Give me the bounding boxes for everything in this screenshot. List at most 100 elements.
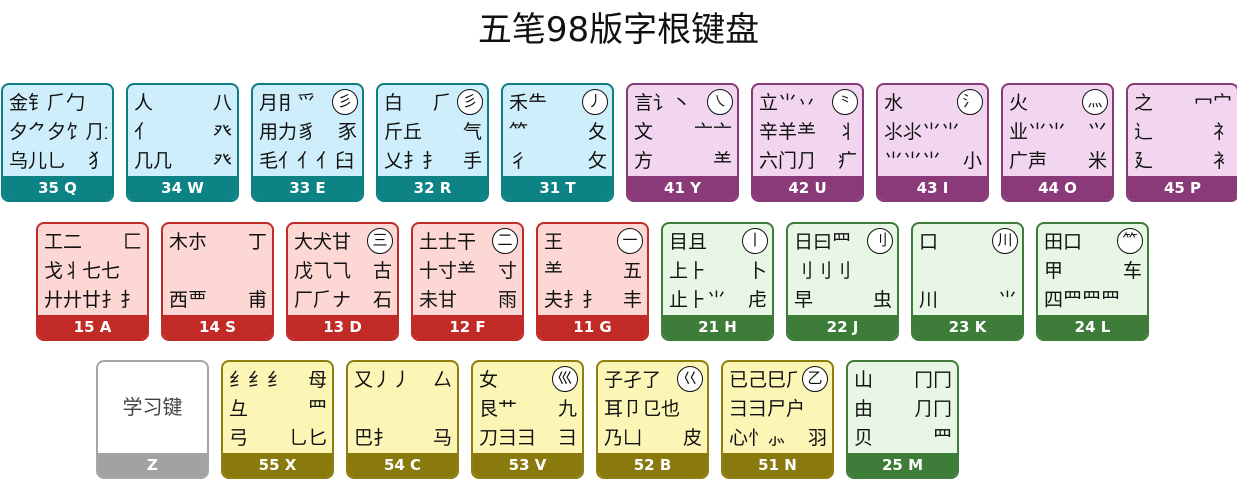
key-y[interactable]: 言讠丶文亠亠方⺷㇏ 41 Y bbox=[626, 83, 739, 202]
key-m[interactable]: 山冂冂由⺆冂贝⺫ 25 M bbox=[846, 360, 959, 479]
root-right: 母 bbox=[307, 369, 327, 391]
root-right: ⺌ bbox=[997, 289, 1017, 311]
root-line: 辛羊⺷丬 bbox=[759, 118, 857, 147]
key-c-roots: 又⼃⼃厶巴⺘ 马 bbox=[348, 362, 457, 453]
key-g[interactable]: 王⺷五夫⺘⺘丰一 11 G bbox=[536, 222, 649, 341]
key-u[interactable]: 立⺌丷 辛羊⺷丬六门⺆疒⺀ 42 U bbox=[751, 83, 864, 202]
root-line: 人八 bbox=[134, 89, 232, 118]
root-left: 甲 bbox=[1044, 260, 1064, 282]
key-i[interactable]: 水⺢⺢⺌⺌ ⺌⺌⺌小氵 43 I bbox=[876, 83, 989, 202]
key-code-label: 31 T bbox=[503, 176, 612, 200]
root-line: 刀⺕⺕彐 bbox=[479, 424, 577, 453]
key-b-roots: 子孑了 耳卩⺋也 乃凵 皮 bbox=[598, 362, 707, 453]
root-right: 癶 bbox=[212, 150, 232, 172]
root-line: ⺢⺢⺌⺌ bbox=[884, 118, 982, 147]
key-b[interactable]: 子孑了 耳卩⺋也 乃凵 皮 巜 52 B bbox=[596, 360, 709, 479]
root-left: 王 bbox=[544, 231, 564, 253]
root-line: 金钅⺁勹 bbox=[9, 89, 107, 118]
root-right: 五 bbox=[622, 260, 642, 282]
root-left: 禾⺧ bbox=[509, 92, 548, 114]
key-v[interactable]: 女艮⺾ 九刀⺕⺕彐 巛 53 V bbox=[471, 360, 584, 479]
key-k[interactable]: 口川⺌川 23 K bbox=[911, 222, 1024, 341]
root-right: 亠亠 bbox=[693, 121, 732, 143]
root-right: ⺫ bbox=[932, 427, 952, 449]
root-left: 廾廾廿⺘⺘ bbox=[44, 289, 140, 311]
stroke-mark-icon: 巜 bbox=[677, 366, 703, 392]
key-v-roots: 女艮⺾ 九刀⺕⺕彐 bbox=[473, 362, 582, 453]
key-t[interactable]: 禾⺧⺮夂彳攵丿 31 T bbox=[501, 83, 614, 202]
root-line: 业⺌⺌⺍ bbox=[1009, 118, 1107, 147]
key-code-label: 41 Y bbox=[628, 176, 737, 200]
root-right: ⺁ bbox=[432, 92, 452, 114]
root-left: 十寸⺷ bbox=[419, 260, 477, 282]
stroke-mark-icon: 灬 bbox=[1082, 89, 1108, 115]
root-line: 斤丘 气 bbox=[384, 118, 482, 147]
key-s-roots: 木朩 丁西覀 甫 bbox=[163, 224, 272, 315]
root-right: 皮 bbox=[682, 427, 702, 449]
root-line: 艮⺾ 九 bbox=[479, 395, 577, 424]
root-left: 火 bbox=[1009, 92, 1029, 114]
root-right: 丰 bbox=[622, 289, 642, 311]
root-left: 乌儿乚 bbox=[9, 150, 67, 172]
root-right: 米 bbox=[1087, 150, 1107, 172]
key-code-label: 34 W bbox=[128, 176, 237, 200]
root-line: 女 bbox=[479, 366, 577, 395]
root-left: 刂刂刂 bbox=[794, 260, 852, 282]
root-line: 乂扌⺘手 bbox=[384, 147, 482, 176]
root-right: 羽 bbox=[807, 427, 827, 449]
root-left: 辶 bbox=[1134, 121, 1154, 143]
key-w[interactable]: 人八亻癶几几癶 34 W bbox=[126, 83, 239, 202]
key-p[interactable]: 之冖宀辶礻廴衤 45 P bbox=[1126, 83, 1237, 202]
root-left: 大犬甘 bbox=[294, 231, 352, 253]
root-line: ⺷五 bbox=[544, 257, 642, 286]
root-left: ⺕⺕尸户 bbox=[729, 398, 806, 420]
key-h[interactable]: 目且 上⺊ 卜止⺊⺌虍 丨 21 H bbox=[661, 222, 774, 341]
key-c[interactable]: 又⼃⼃厶巴⺘ 马 54 C bbox=[346, 360, 459, 479]
key-code-label: 43 I bbox=[878, 176, 987, 200]
key-a[interactable]: 工⼆ 匚戈⺦七七 廾廾廿⺘⺘ 15 A bbox=[36, 222, 149, 341]
key-d[interactable]: 大犬甘 戊⺄⺄古厂⺁ナ石三 13 D bbox=[286, 222, 399, 341]
root-right: 虫 bbox=[872, 289, 892, 311]
root-left: 日曰⺫ bbox=[794, 231, 852, 253]
root-left: 戊⺄⺄ bbox=[294, 260, 352, 282]
key-z[interactable]: 学习键 Z bbox=[96, 360, 209, 479]
key-f[interactable]: 土士干 十寸⺷寸未甘 雨 二 12 F bbox=[411, 222, 524, 341]
root-right: 古 bbox=[372, 260, 392, 282]
key-code-label: 33 E bbox=[253, 176, 362, 200]
key-code-label: 13 D bbox=[288, 315, 397, 339]
key-s[interactable]: 木朩 丁西覀 甫 14 S bbox=[161, 222, 274, 341]
root-left: 子孑了 bbox=[604, 369, 662, 391]
root-line: 纟纟纟母 bbox=[229, 366, 327, 395]
key-l[interactable]: 田口甲车四⺫⺫⺫⺮ 24 L bbox=[1036, 222, 1149, 341]
key-r[interactable]: 白⺁斤丘气乂扌⺘手彡 32 R bbox=[376, 83, 489, 202]
root-line: 辶礻 bbox=[1134, 118, 1232, 147]
root-right: 手 bbox=[462, 150, 482, 172]
root-left: ⺌⺌⺌ bbox=[884, 150, 942, 172]
root-line bbox=[919, 257, 1017, 286]
key-j[interactable]: 日曰⺫ 刂刂刂早虫刂 22 J bbox=[786, 222, 899, 341]
root-line: 厂⺁ナ石 bbox=[294, 286, 392, 315]
root-left: 厂⺁ナ bbox=[294, 289, 352, 311]
root-line: 十寸⺷寸 bbox=[419, 257, 517, 286]
key-o[interactable]: 火业⺌⺌⺍广声 米 灬 44 O bbox=[1001, 83, 1114, 202]
root-line: 弓 ⺃匕 bbox=[229, 424, 327, 453]
key-q[interactable]: 金钅⺁勹夕⺈夕饣⺆鱼乌儿乚犭35 Q bbox=[1, 83, 114, 202]
root-line: 白⺁ bbox=[384, 89, 482, 118]
stroke-mark-icon: 乙 bbox=[802, 366, 828, 392]
root-line: 王 bbox=[544, 228, 642, 257]
key-e[interactable]: 月⺝⺤ 用力豸豕毛⺅⺅⺅臼彡 33 E bbox=[251, 83, 364, 202]
root-line: ⺮夂 bbox=[509, 118, 607, 147]
key-code-label: 54 C bbox=[348, 453, 457, 477]
key-code-label: 21 H bbox=[663, 315, 772, 339]
root-right: 九 bbox=[557, 398, 577, 420]
key-x[interactable]: 纟纟纟母彑⺫弓⺃匕 55 X bbox=[221, 360, 334, 479]
root-line: 止⺊⺌虍 bbox=[669, 286, 767, 315]
root-left: 夫⺘⺘ bbox=[544, 289, 602, 311]
root-line: 子孑了 bbox=[604, 366, 702, 395]
root-left: 巴⺘ bbox=[354, 427, 393, 449]
root-left: 白 bbox=[384, 92, 404, 114]
key-q-roots: 金钅⺁勹夕⺈夕饣⺆鱼乌儿乚犭 bbox=[3, 85, 112, 176]
key-code-label: 24 L bbox=[1038, 315, 1147, 339]
root-right: 雨 bbox=[497, 289, 517, 311]
